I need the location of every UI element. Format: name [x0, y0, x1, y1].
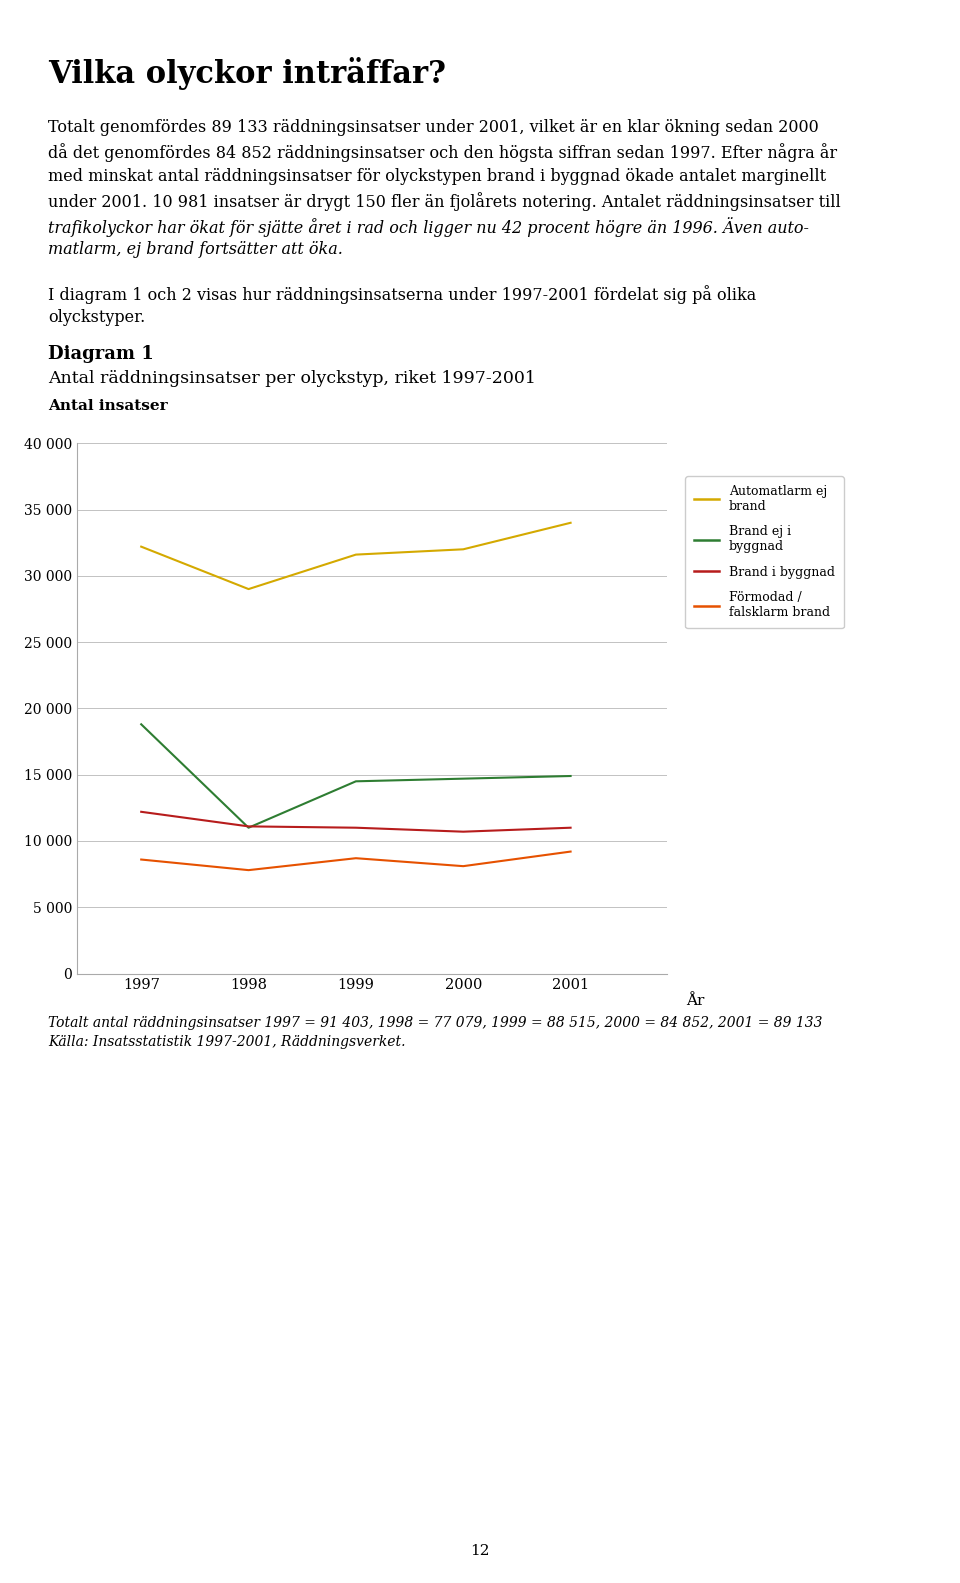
- Text: Antal räddningsinsatser per olyckstyp, riket 1997-2001: Antal räddningsinsatser per olyckstyp, r…: [48, 370, 536, 388]
- Text: I diagram 1 och 2 visas hur räddningsinsatserna under 1997-2001 fördelat sig på : I diagram 1 och 2 visas hur räddningsins…: [48, 285, 756, 304]
- Text: trafikolyckor har ökat för sjätte året i rad och ligger nu 42 procent högre än 1: trafikolyckor har ökat för sjätte året i…: [48, 217, 809, 237]
- Text: matlarm, ej brand fortsätter att öka.: matlarm, ej brand fortsätter att öka.: [48, 242, 343, 258]
- Text: Vilka olyckor inträffar?: Vilka olyckor inträffar?: [48, 57, 446, 90]
- Text: då det genomfördes 84 852 räddningsinsatser och den högsta siffran sedan 1997. E: då det genomfördes 84 852 räddningsinsat…: [48, 142, 837, 161]
- Legend: Automatlarm ej
brand, Brand ej i
byggnad, Brand i byggnad, Förmodad /
falsklarm : Automatlarm ej brand, Brand ej i byggnad…: [685, 476, 844, 628]
- Text: År: År: [686, 994, 705, 1008]
- Text: Totalt antal räddningsinsatser 1997 = 91 403, 1998 = 77 079, 1999 = 88 515, 2000: Totalt antal räddningsinsatser 1997 = 91…: [48, 1016, 823, 1031]
- Text: Diagram 1: Diagram 1: [48, 345, 154, 363]
- Text: Källa: Insatsstatistik 1997-2001, Räddningsverket.: Källa: Insatsstatistik 1997-2001, Räddni…: [48, 1035, 405, 1050]
- Text: Antal insatser: Antal insatser: [48, 399, 168, 413]
- Text: Totalt genomfördes 89 133 räddningsinsatser under 2001, vilket är en klar ökning: Totalt genomfördes 89 133 räddningsinsat…: [48, 119, 819, 136]
- Text: 12: 12: [470, 1543, 490, 1558]
- Text: med minskat antal räddningsinsatser för olyckstypen brand i byggnad ökade antale: med minskat antal räddningsinsatser för …: [48, 168, 827, 185]
- Text: olyckstyper.: olyckstyper.: [48, 310, 145, 326]
- Text: under 2001. 10 981 insatser är drygt 150 fler än fjolårets notering. Antalet räd: under 2001. 10 981 insatser är drygt 150…: [48, 193, 841, 211]
